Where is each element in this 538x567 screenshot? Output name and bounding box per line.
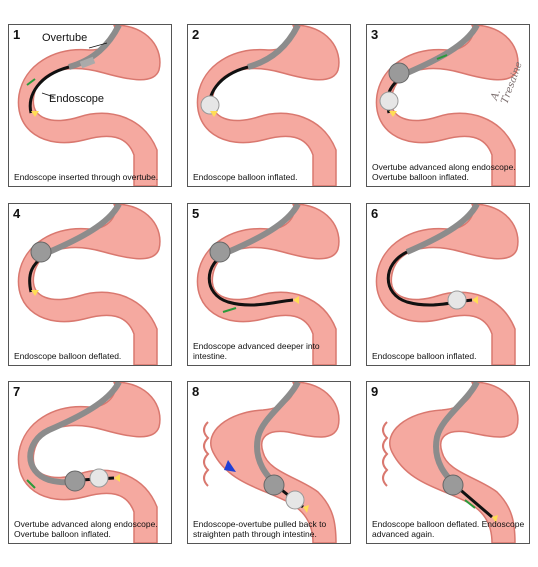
panel-6: 6 Endoscope balloon inflated.: [366, 203, 530, 366]
intestine-illustration: [375, 25, 519, 186]
panel-caption: Endoscope balloon inflated.: [372, 351, 477, 361]
panel-number: 7: [13, 384, 21, 399]
panel-8: 8 Endoscope-overtube pulled back to stra…: [187, 381, 351, 544]
intestine-illustration: [196, 25, 340, 186]
panel-caption: Endoscope-overtube pulled back to straig…: [193, 519, 327, 539]
panel-caption: Overtube advanced along endoscope. Overt…: [14, 519, 158, 539]
panel-number: 6: [371, 206, 379, 221]
panel-2: 2 Endoscope balloon inflated.: [187, 24, 351, 187]
intestine-illustration: [17, 25, 161, 186]
panel-number: 1: [13, 27, 21, 42]
intestine-illustration: [382, 382, 519, 543]
panel-number: 2: [192, 27, 200, 42]
panel-7: 7 Overtube advanced along endoscope. Ove…: [8, 381, 172, 544]
panel-caption: Endoscope inserted through overtube.: [14, 172, 159, 182]
panel-9: 9 Endoscope balloon deflated. Endoscope …: [366, 381, 530, 544]
panel-caption: Overtube advanced along endoscope. Overt…: [372, 162, 516, 182]
panel-1: 1 Overtube Endoscope Endoscope inserted …: [8, 24, 172, 187]
intestine-illustration: [203, 382, 340, 543]
panel-caption: Endoscope balloon deflated.: [14, 351, 122, 361]
panel-caption: Endoscope advanced deeper into intestine…: [193, 341, 320, 361]
panel-number: 4: [13, 206, 21, 221]
intestine-illustration: [17, 382, 161, 543]
intestine-illustration: [375, 204, 519, 365]
panel-number: 5: [192, 206, 200, 221]
overtube-label: Overtube: [42, 32, 88, 44]
panel-4: 4 Endoscope balloon deflated.: [8, 203, 172, 366]
panel-number: 8: [192, 384, 200, 399]
panel-number: 3: [371, 27, 379, 42]
intestine-illustration: [196, 204, 340, 365]
panel-caption: Endoscope balloon inflated.: [193, 172, 298, 182]
panel-number: 9: [371, 384, 379, 399]
panel-5: 5 Endoscope advanced deeper into intesti…: [187, 203, 351, 366]
panel-caption: Endoscope balloon deflated. Endoscope ad…: [372, 519, 525, 539]
intestine-illustration: [17, 204, 161, 365]
panel-3: 3 A. Tresaine Overtube advanced along en…: [366, 24, 530, 187]
endoscope-label: Endoscope: [49, 93, 105, 105]
